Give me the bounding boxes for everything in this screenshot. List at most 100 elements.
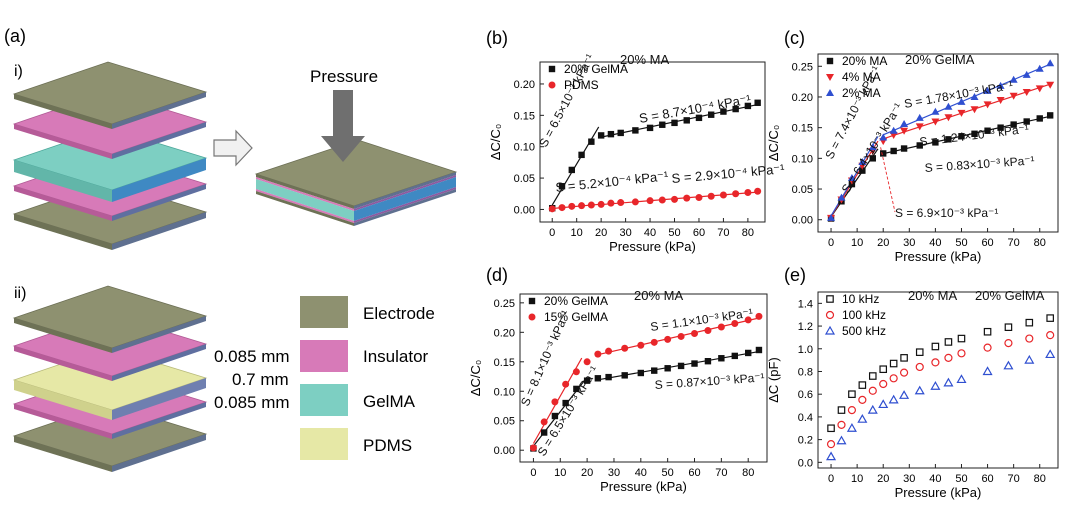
- data-point: [915, 113, 924, 121]
- thickness-label-middle: 0.7 mm: [232, 370, 289, 389]
- data-point: [529, 444, 537, 452]
- legend-marker: [825, 310, 835, 320]
- data-point: [583, 377, 591, 384]
- data-point: [671, 119, 678, 127]
- gelma-edge: [14, 160, 112, 202]
- data-point: [683, 117, 690, 124]
- data-point: [744, 189, 752, 197]
- x-tick-label: 30: [608, 467, 620, 479]
- electrode-edge: [112, 212, 206, 250]
- data-point: [1022, 89, 1031, 97]
- data-point: [578, 202, 586, 210]
- data-point: [1024, 354, 1035, 364]
- x-tick-label: 60: [981, 237, 993, 249]
- data-point: [983, 343, 992, 352]
- data-point: [551, 398, 559, 406]
- data-point: [858, 395, 867, 404]
- data-point: [970, 106, 979, 114]
- data-point: [957, 97, 966, 105]
- y-tick-label: 1.0: [798, 344, 813, 356]
- legend-label-electrode: Electrode: [363, 304, 435, 323]
- data-point: [732, 190, 740, 198]
- annotation-text: S = 6.9×10⁻³ kPa⁻¹: [895, 206, 998, 220]
- legend-label-pdms: PDMS: [363, 436, 412, 455]
- data-point: [1010, 121, 1017, 128]
- y-tick-label: 0.8: [798, 366, 813, 378]
- y-tick-label: 0.15: [792, 123, 813, 135]
- data-point: [597, 200, 605, 208]
- data-point: [889, 126, 898, 134]
- data-point: [889, 132, 898, 140]
- annotation-text: S = 0.83×10⁻³ kPa⁻¹: [924, 153, 1035, 175]
- panel-label: (b): [486, 28, 508, 48]
- data-point: [605, 347, 613, 355]
- x-tick-label: 40: [929, 237, 941, 249]
- compressed-stack: [254, 139, 458, 226]
- data-point: [997, 124, 1004, 131]
- fit-line: [882, 63, 1051, 136]
- x-tick-label: 70: [715, 467, 727, 479]
- data-point: [1046, 81, 1055, 89]
- data-point: [888, 394, 899, 404]
- data-point: [659, 121, 666, 128]
- chart-panel-e: (e) 0 10 20 30 40 50 60 70 80 0.0 0.2 0.4 0.6 0.8 1.0 1.…: [766, 265, 1059, 500]
- data-point: [754, 99, 761, 106]
- legend-label: 2% MA: [842, 86, 881, 100]
- data-point: [646, 124, 654, 132]
- data-point: [858, 381, 867, 389]
- data-point: [744, 316, 752, 324]
- material-legend: Electrode Insulator GelMA PDMS: [300, 296, 435, 460]
- right-arrow-icon: [213, 129, 253, 167]
- data-point: [597, 132, 605, 139]
- data-point: [889, 359, 898, 368]
- fit-line: [883, 83, 1051, 140]
- insulator-edge: [112, 122, 206, 159]
- annotation-text: S = 6.5×10⁻³ kPa⁻¹: [535, 363, 602, 458]
- data-point: [1025, 334, 1034, 343]
- x-tick-label: 80: [1034, 237, 1046, 249]
- legend-swatch-electrode: [300, 296, 348, 328]
- plot-frame: [817, 291, 1059, 469]
- data-point: [826, 440, 836, 449]
- data-point: [718, 355, 725, 362]
- annotation-text: 20% MA: [620, 52, 669, 67]
- legend-label: 500 kHz: [842, 324, 886, 338]
- data-point: [658, 196, 666, 204]
- data-point: [837, 406, 846, 414]
- data-point: [847, 405, 857, 415]
- insulator-edge: [14, 186, 112, 221]
- data-point: [915, 348, 924, 356]
- data-point: [707, 111, 715, 118]
- legend-label-gelma: GelMA: [363, 392, 416, 411]
- x-tick-label: 10: [554, 467, 566, 479]
- x-tick-label: 0: [828, 473, 834, 485]
- data-point: [632, 127, 639, 134]
- legend-marker: [548, 81, 556, 89]
- data-point: [943, 377, 954, 387]
- x-tick-label: 50: [662, 467, 674, 479]
- data-point: [1036, 115, 1043, 122]
- data-point: [1035, 64, 1044, 72]
- data-point: [957, 109, 966, 117]
- data-point: [1046, 112, 1054, 119]
- data-point: [914, 385, 925, 395]
- pressure-label: Pressure: [310, 67, 378, 86]
- data-point: [754, 187, 762, 195]
- data-point: [983, 101, 992, 109]
- x-tick-label: 40: [929, 473, 941, 485]
- legend-marker: [528, 297, 536, 305]
- data-point: [617, 129, 624, 137]
- data-point: [899, 390, 910, 399]
- data-point: [879, 379, 888, 389]
- data-point: [996, 81, 1005, 89]
- thickness-label-top: 0.085 mm: [214, 347, 290, 366]
- data-point: [848, 390, 856, 398]
- data-point: [683, 194, 691, 202]
- annotation-text: S = 1.1×10⁻³ kPa⁻¹: [649, 306, 753, 334]
- legend-label: 15% GelMA: [544, 310, 608, 324]
- data-point: [868, 372, 877, 380]
- data-point: [731, 319, 739, 327]
- data-point: [755, 346, 763, 354]
- data-point: [695, 194, 703, 202]
- legend-label-insulator: Insulator: [363, 347, 429, 366]
